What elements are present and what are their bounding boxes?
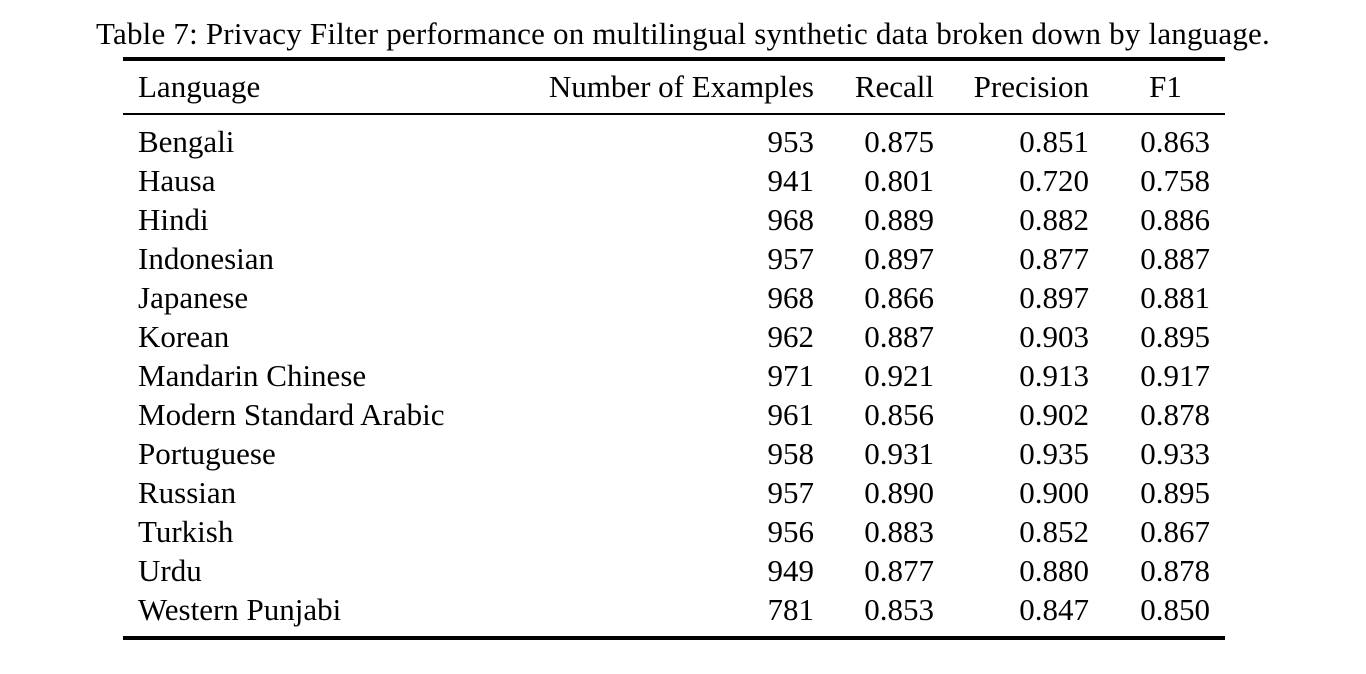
f1-cell: 0.887 xyxy=(1140,241,1210,276)
f1-cell: 0.878 xyxy=(1140,553,1210,588)
table-row: Hindi 968 0.889 0.882 0.886 xyxy=(123,200,1225,239)
table-row: Turkish 956 0.883 0.852 0.867 xyxy=(123,512,1225,551)
num-examples-cell: 968 xyxy=(767,280,815,315)
table-row: Japanese 968 0.866 0.897 0.881 xyxy=(123,278,1225,317)
precision-cell: 0.900 xyxy=(1019,475,1089,510)
precision-cell: 0.880 xyxy=(1019,553,1089,588)
recall-cell: 0.889 xyxy=(864,202,934,237)
table-row: Bengali 953 0.875 0.851 0.863 xyxy=(123,114,1225,161)
table-row: Modern Standard Arabic 961 0.856 0.902 0.878 xyxy=(123,395,1225,434)
recall-cell: 0.921 xyxy=(864,358,934,393)
table-row: Indonesian 957 0.897 0.877 0.887 xyxy=(123,239,1225,278)
recall-cell: 0.877 xyxy=(864,553,934,588)
table-row: Korean 962 0.887 0.903 0.895 xyxy=(123,317,1225,356)
f1-cell: 0.895 xyxy=(1140,319,1210,354)
recall-cell: 0.931 xyxy=(864,436,934,471)
language-cell: Japanese xyxy=(138,280,249,315)
num-examples-cell: 957 xyxy=(767,241,815,276)
f1-cell: 0.863 xyxy=(1140,124,1210,159)
recall-cell: 0.887 xyxy=(864,319,934,354)
table-container: Language Number of Examples Recall Preci… xyxy=(123,57,1225,640)
f1-cell: 0.886 xyxy=(1140,202,1210,237)
num-examples-cell: 961 xyxy=(767,397,815,432)
precision-cell: 0.897 xyxy=(1019,280,1089,315)
language-cell: Bengali xyxy=(138,124,235,159)
f1-cell: 0.881 xyxy=(1140,280,1210,315)
num-examples-cell: 941 xyxy=(767,163,815,198)
language-cell: Western Punjabi xyxy=(138,592,342,627)
column-header-number-of-examples: Number of Examples xyxy=(520,59,830,115)
num-examples-cell: 968 xyxy=(767,202,815,237)
num-examples-cell: 956 xyxy=(767,514,815,549)
language-cell: Russian xyxy=(138,475,237,510)
language-cell: Korean xyxy=(138,319,230,354)
precision-cell: 0.720 xyxy=(1019,163,1089,198)
f1-cell: 0.917 xyxy=(1140,358,1210,393)
num-examples-cell: 781 xyxy=(767,592,815,627)
precision-cell: 0.903 xyxy=(1019,319,1089,354)
num-examples-cell: 953 xyxy=(767,124,815,159)
results-table: Language Number of Examples Recall Preci… xyxy=(123,57,1225,640)
language-cell: Modern Standard Arabic xyxy=(138,397,445,432)
f1-cell: 0.867 xyxy=(1140,514,1210,549)
column-header-precision: Precision xyxy=(950,59,1105,115)
precision-cell: 0.852 xyxy=(1019,514,1089,549)
f1-cell: 0.933 xyxy=(1140,436,1210,471)
language-cell: Hindi xyxy=(138,202,209,237)
precision-cell: 0.847 xyxy=(1019,592,1089,627)
table-row: Western Punjabi 781 0.853 0.847 0.850 xyxy=(123,590,1225,638)
table-row: Russian 957 0.890 0.900 0.895 xyxy=(123,473,1225,512)
table-row: Hausa 941 0.801 0.720 0.758 xyxy=(123,161,1225,200)
precision-cell: 0.913 xyxy=(1019,358,1089,393)
recall-cell: 0.897 xyxy=(864,241,934,276)
table-body: Bengali 953 0.875 0.851 0.863 Hausa 941 0.801 0.… xyxy=(123,114,1225,638)
recall-cell: 0.866 xyxy=(864,280,934,315)
precision-cell: 0.882 xyxy=(1019,202,1089,237)
language-cell: Turkish xyxy=(138,514,234,549)
num-examples-cell: 962 xyxy=(767,319,815,354)
table-row: Urdu 949 0.877 0.880 0.878 xyxy=(123,551,1225,590)
language-cell: Indonesian xyxy=(138,241,275,276)
num-examples-cell: 957 xyxy=(767,475,815,510)
language-cell: Hausa xyxy=(138,163,216,198)
f1-cell: 0.758 xyxy=(1140,163,1210,198)
column-header-language: Language xyxy=(123,59,520,115)
header-row: Language Number of Examples Recall Preci… xyxy=(123,59,1225,115)
num-examples-cell: 958 xyxy=(767,436,815,471)
recall-cell: 0.890 xyxy=(864,475,934,510)
num-examples-cell: 971 xyxy=(767,358,815,393)
num-examples-cell: 949 xyxy=(767,553,815,588)
table-row: Mandarin Chinese 971 0.921 0.913 0.917 xyxy=(123,356,1225,395)
precision-cell: 0.877 xyxy=(1019,241,1089,276)
f1-cell: 0.895 xyxy=(1140,475,1210,510)
f1-cell: 0.878 xyxy=(1140,397,1210,432)
column-header-recall: Recall xyxy=(830,59,950,115)
language-cell: Portuguese xyxy=(138,436,276,471)
table-row: Portuguese 958 0.931 0.935 0.933 xyxy=(123,434,1225,473)
precision-cell: 0.851 xyxy=(1019,124,1089,159)
language-cell: Urdu xyxy=(138,553,202,588)
recall-cell: 0.883 xyxy=(864,514,934,549)
table-header: Language Number of Examples Recall Preci… xyxy=(123,59,1225,115)
f1-cell: 0.850 xyxy=(1140,592,1210,627)
precision-cell: 0.935 xyxy=(1019,436,1089,471)
precision-cell: 0.902 xyxy=(1019,397,1089,432)
recall-cell: 0.853 xyxy=(864,592,934,627)
recall-cell: 0.875 xyxy=(864,124,934,159)
recall-cell: 0.801 xyxy=(864,163,934,198)
language-cell: Mandarin Chinese xyxy=(138,358,367,393)
recall-cell: 0.856 xyxy=(864,397,934,432)
table-caption: Table 7: Privacy Filter performance on m… xyxy=(96,16,1270,51)
column-header-f1: F1 xyxy=(1105,59,1225,115)
